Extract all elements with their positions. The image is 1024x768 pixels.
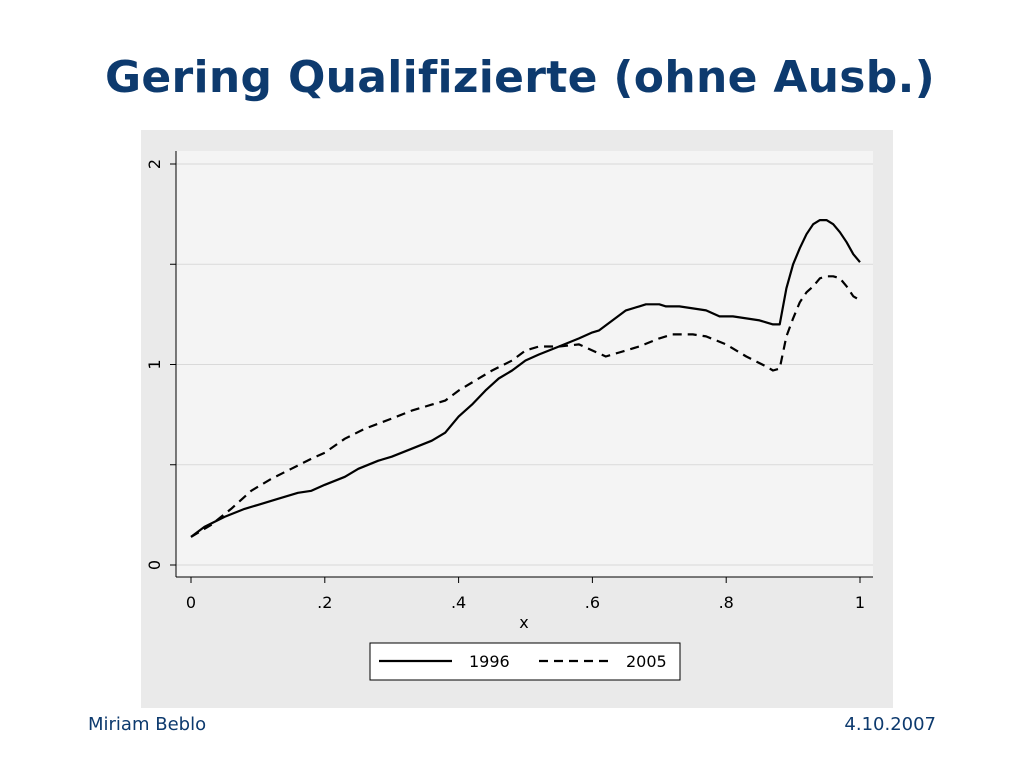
footer-date: 4.10.2007 xyxy=(844,714,936,735)
series-line-2005 xyxy=(190,275,861,538)
x-tick-label-1: .2 xyxy=(317,593,332,612)
legend-label-2005: 2005 xyxy=(626,652,667,671)
x-tick-label-4: .8 xyxy=(719,593,734,612)
y-tick-label-0: 0 xyxy=(145,560,164,570)
footer-author: Miriam Beblo xyxy=(88,714,207,735)
legend: 1996 2005 xyxy=(369,642,681,681)
line-chart: 0 .2 .4 .6 .8 1 0 1 2 x 1996 2005 xyxy=(141,130,893,708)
grid-lines xyxy=(176,163,873,566)
slide-title: Gering Qualifizierte (ohne Ausb.) xyxy=(104,52,936,103)
y-axis-ticks: 0 1 2 xyxy=(145,159,176,570)
x-tick-label-0: 0 xyxy=(186,593,196,612)
x-axis-label: x xyxy=(519,613,528,632)
series-group xyxy=(190,219,861,538)
y-tick-label-2: 1 xyxy=(145,359,164,369)
legend-box xyxy=(369,642,681,681)
y-tick-label-4: 2 xyxy=(145,159,164,169)
x-tick-label-5: 1 xyxy=(855,593,865,612)
x-tick-label-2: .4 xyxy=(451,593,466,612)
legend-label-1996: 1996 xyxy=(469,652,510,671)
x-axis-ticks: 0 .2 .4 .6 .8 1 xyxy=(186,577,865,612)
series-line-1996 xyxy=(190,219,861,538)
x-tick-label-3: .6 xyxy=(585,593,600,612)
